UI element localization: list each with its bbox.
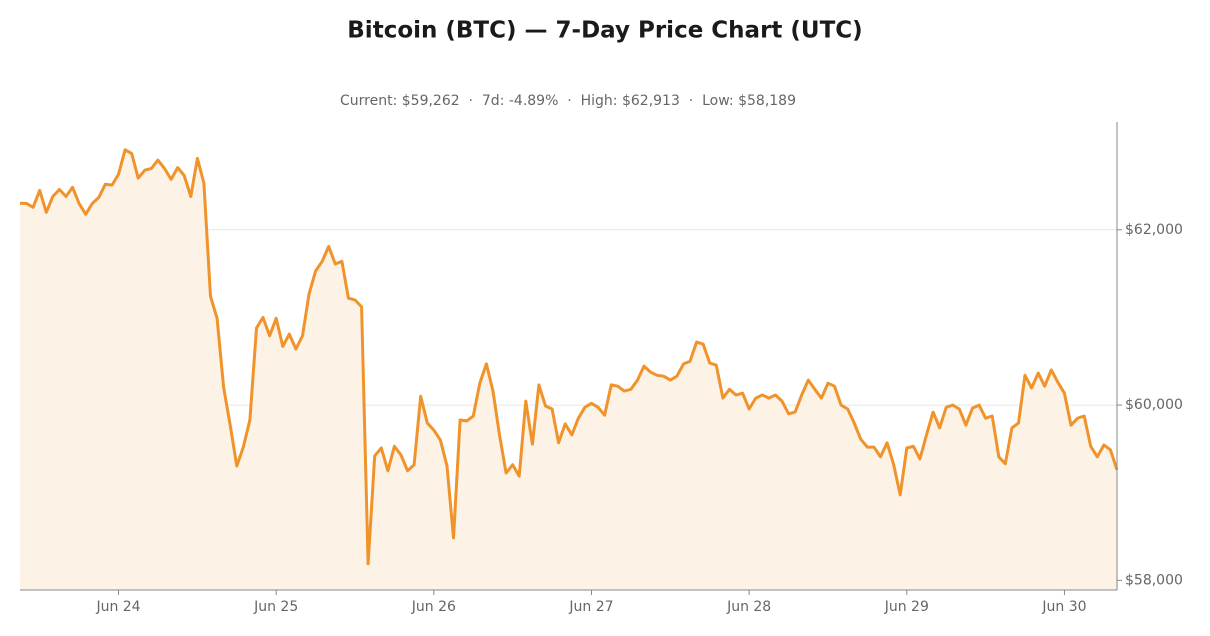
y-tick-label: $60,000	[1125, 397, 1183, 413]
y-tick-label: $62,000	[1125, 222, 1183, 238]
y-tick-label: $58,000	[1125, 572, 1183, 588]
area-fill	[20, 149, 1117, 591]
x-tick-label: Jun 25	[253, 599, 298, 615]
price-line	[19, 148, 1119, 566]
x-tick-label: Jun 28	[726, 599, 771, 615]
x-tick-label: Jun 26	[411, 599, 456, 615]
chart-subtitle: Current: $59,262 · 7d: -4.89% · High: $6…	[340, 93, 796, 109]
chart-title: Bitcoin (BTC) — 7-Day Price Chart (UTC)	[347, 18, 862, 44]
x-tick-label: Jun 29	[884, 599, 929, 615]
x-tick-label: Jun 30	[1041, 599, 1086, 615]
x-tick-label: Jun 27	[568, 599, 613, 615]
x-tick-label: Jun 24	[95, 599, 140, 615]
